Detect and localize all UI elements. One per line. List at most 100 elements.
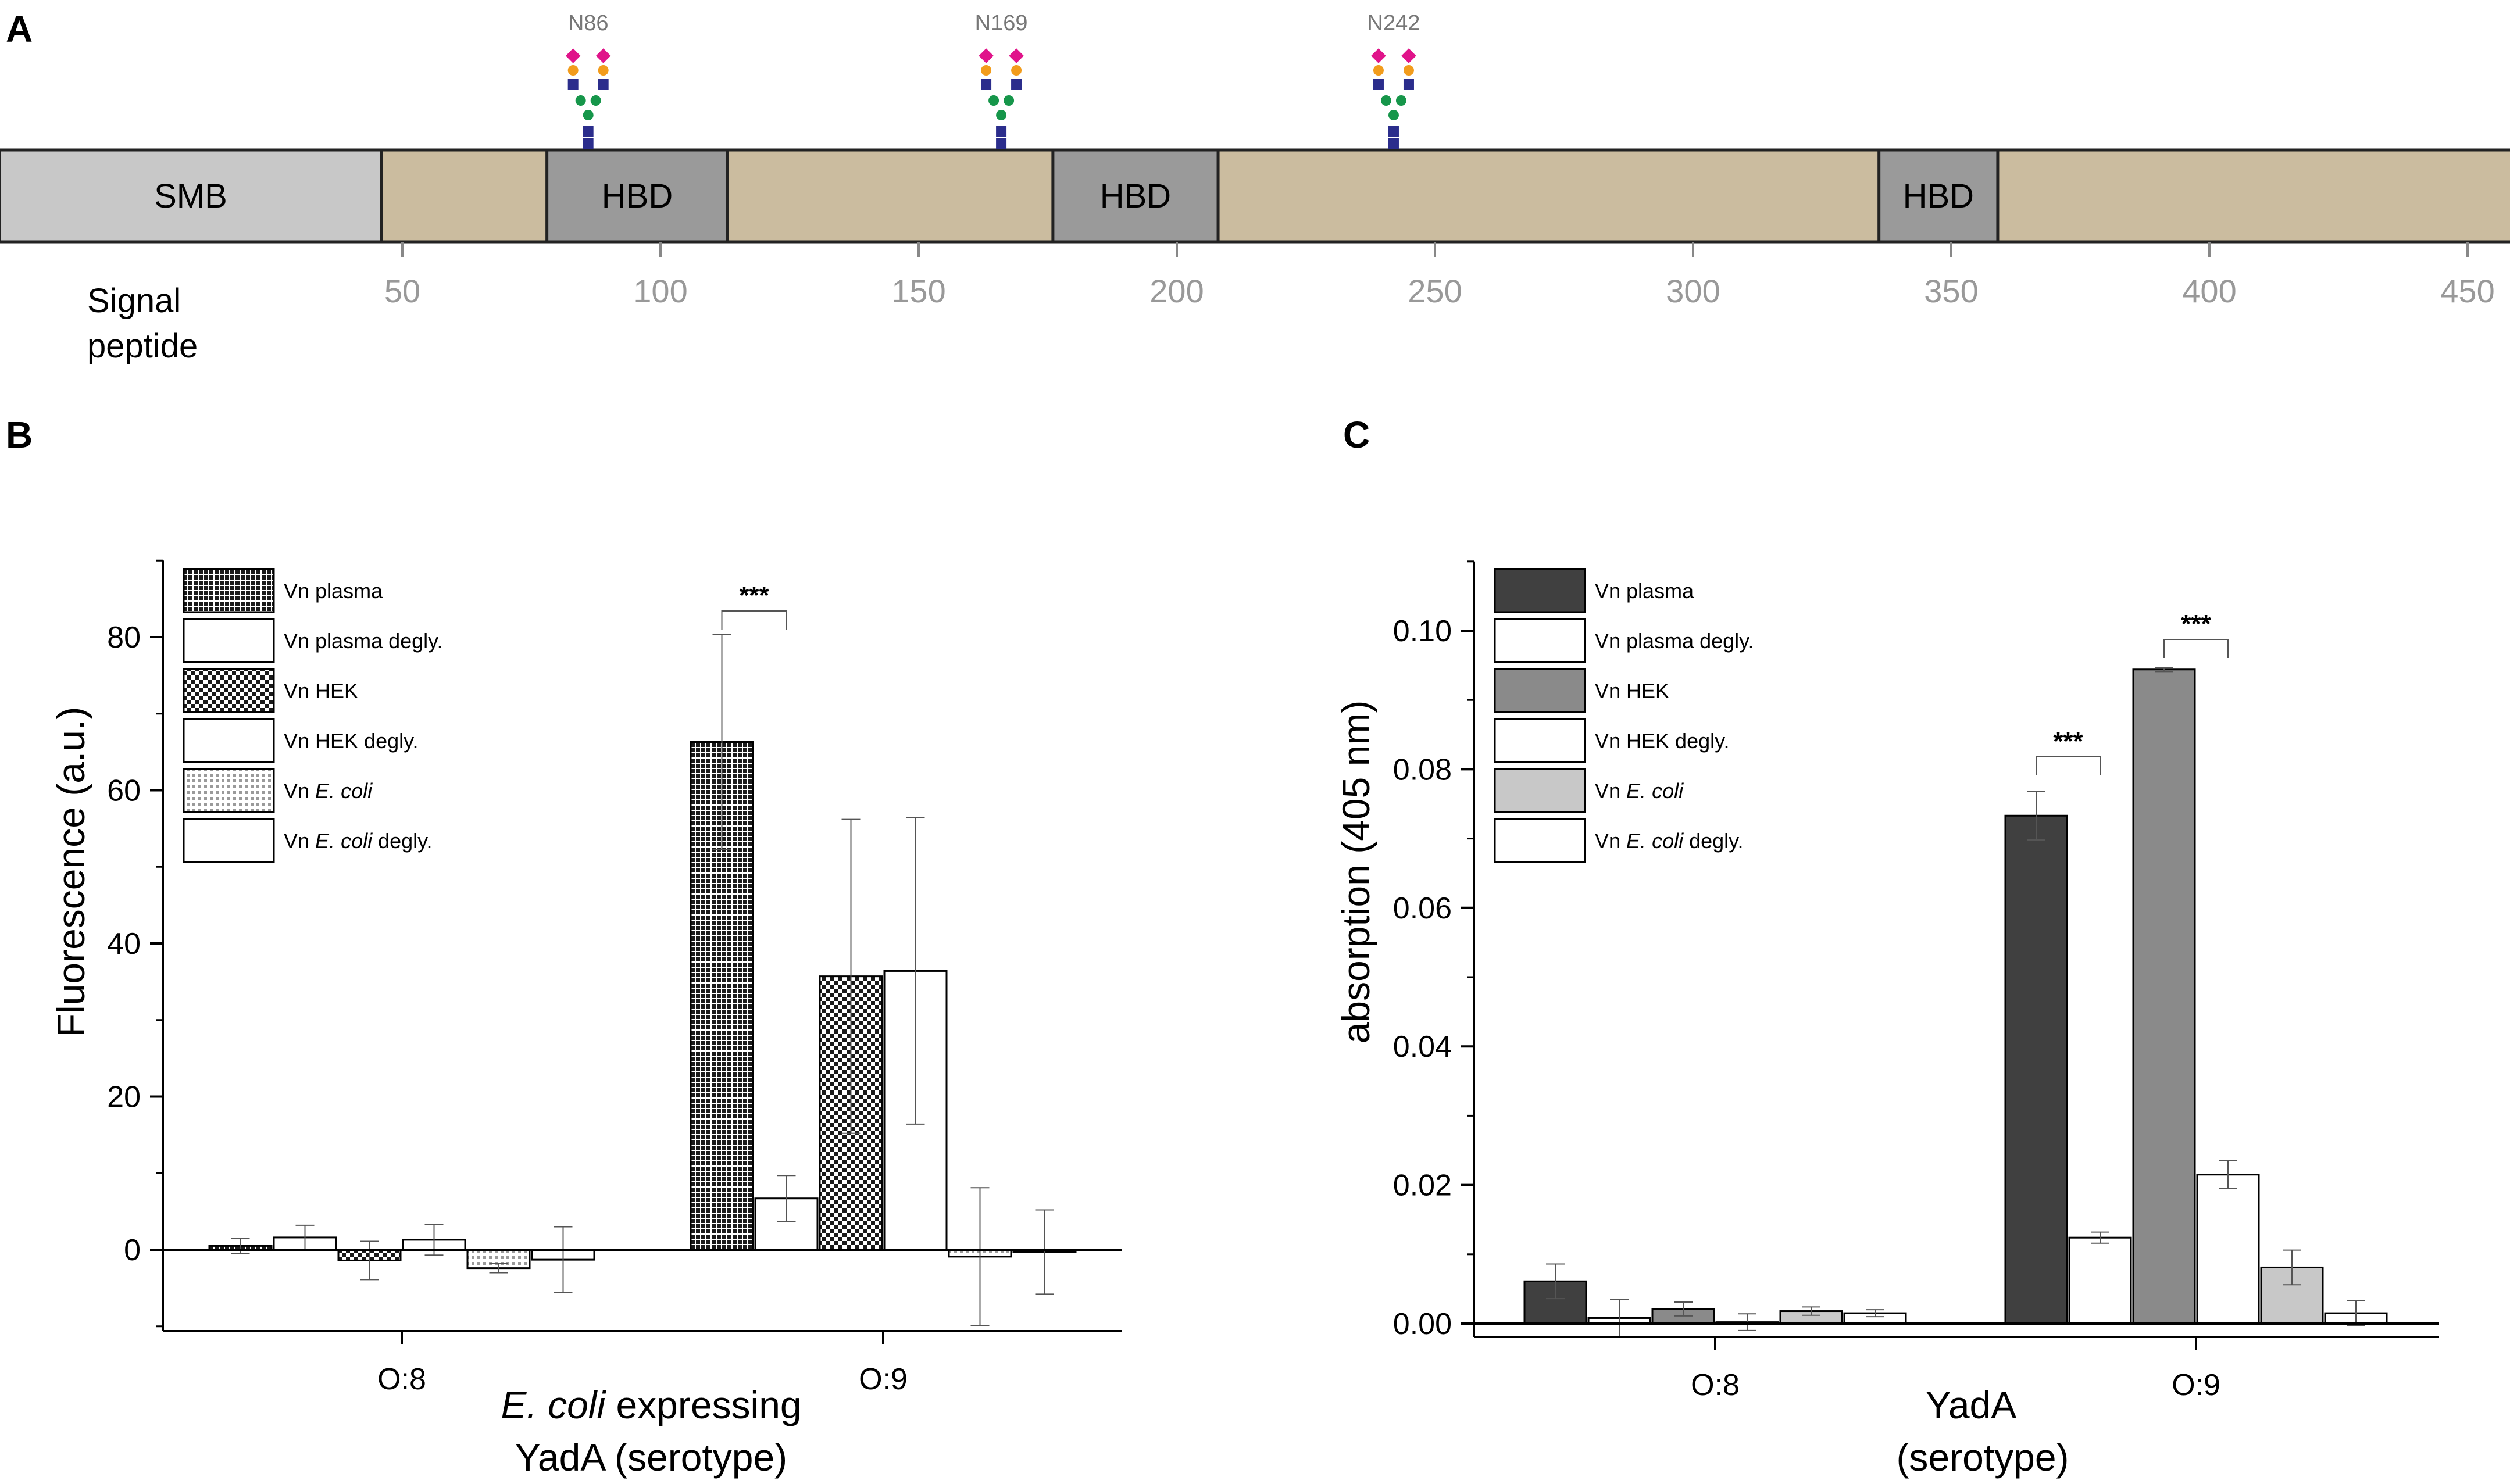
chart-fluorescence: 0 20 40 60 80 O:8 O:9 *** Vn plasma Vn plasma deg… xyxy=(107,559,1122,1396)
domain-hbd2 xyxy=(1051,148,1220,244)
x-tick-label: O:8 xyxy=(1691,1368,1740,1402)
significance-label: *** xyxy=(2181,610,2211,638)
y-tick-label: 0.10 xyxy=(1393,614,1452,648)
significance-label: *** xyxy=(2053,727,2083,756)
y-tick-label: 40 xyxy=(107,927,141,961)
chart-c-ylabel: absorption (405 nm) xyxy=(1334,700,1377,1044)
glycan-sialic-acid xyxy=(1371,48,1386,63)
glycan-glcnac xyxy=(981,79,992,90)
legend-swatch xyxy=(183,718,275,763)
glycan-sugar xyxy=(1011,65,1022,76)
glycan-sugar xyxy=(996,110,1007,120)
legend-swatch xyxy=(183,668,275,713)
glycan-glcnac xyxy=(567,79,579,90)
legend-swatch xyxy=(183,618,275,663)
domain-label-smb: SMB xyxy=(154,177,227,215)
glycan-sialic-acid xyxy=(565,48,581,63)
legend-label: Vn plasma xyxy=(284,579,383,603)
y-tick-label: 0 xyxy=(124,1233,141,1267)
domain-label-hbd1: HBD xyxy=(602,177,673,215)
chart-c-xlabel-line1: YadA xyxy=(1926,1383,2017,1426)
x-tick-label: O:9 xyxy=(2172,1368,2220,1402)
bar-chart-c-vn-e-coli-O9 xyxy=(2260,1266,2324,1325)
domain-label-hbd3: HBD xyxy=(1903,177,1974,215)
bar-chart-c-vn-hek-O9 xyxy=(2132,668,2196,1325)
y-tick-label: 0.00 xyxy=(1393,1307,1452,1341)
glycan-glcnac xyxy=(1373,79,1384,90)
glycan-sugar xyxy=(981,65,992,76)
glycan-sugar xyxy=(583,110,594,120)
legend-label: Vn plasma xyxy=(1595,579,1694,603)
glycan-glcnac xyxy=(583,138,594,149)
bar-chart-c-vn-plasma-O9 xyxy=(2004,814,2068,1325)
scale-label: 300 xyxy=(1666,273,1720,309)
legend-label: Vn HEK xyxy=(1595,679,1669,703)
glycan-sugar xyxy=(1403,65,1414,76)
glycan-glcnac xyxy=(1388,126,1399,137)
glycan-sugar xyxy=(1380,95,1391,106)
scale-label: 200 xyxy=(1149,273,1204,309)
scale-label: 100 xyxy=(633,273,687,309)
chart-absorption: 0.00 0.02 0.04 0.06 0.08 0.10 O:8 O:9 *** *** Vn p… xyxy=(1393,560,2439,1402)
glycan-sugar xyxy=(598,65,609,76)
bar-chart-c-vn-plasma-degly--O9 xyxy=(2068,1236,2132,1325)
glycan-glcnac xyxy=(583,126,594,137)
legend-swatch xyxy=(183,768,275,813)
glycan-sugar xyxy=(1373,65,1384,76)
panel-b-letter: B xyxy=(6,414,33,456)
glycan-glcnac xyxy=(1388,138,1399,149)
significance-bracket xyxy=(2163,639,2229,658)
legend-swatch xyxy=(183,568,275,613)
legend-label: Vn HEK degly. xyxy=(1595,729,1729,753)
domain-label-hbd2: HBD xyxy=(1100,177,1171,215)
glycan-sialic-acid xyxy=(1009,48,1024,63)
significance-bracket xyxy=(721,610,787,630)
domain-map: SMB HBD HBD HBD 50 100 150 200 250 300 350 400 450 N8… xyxy=(0,11,2510,309)
glycan-sialic-acid xyxy=(979,48,994,63)
glycan-sugar xyxy=(575,95,586,106)
glycan-glcnac xyxy=(598,79,609,90)
legend-swatch xyxy=(1494,718,1586,763)
scale-label: 400 xyxy=(2182,273,2236,309)
signal-peptide-label-line2: peptide xyxy=(87,327,198,365)
significance-label: *** xyxy=(739,581,769,610)
domain-hbd3 xyxy=(1877,148,2000,244)
glycosylation-site-label: N169 xyxy=(975,11,1028,35)
glycan-sugar xyxy=(988,95,999,106)
legend-label: Vn E. coli xyxy=(1595,779,1684,803)
legend-swatch xyxy=(1494,768,1586,813)
glycan-sialic-acid xyxy=(1401,48,1416,63)
scale-label: 150 xyxy=(891,273,945,309)
glycan-sugar xyxy=(567,65,579,76)
y-tick-label: 60 xyxy=(107,774,141,808)
glycan-sugar xyxy=(1395,95,1406,106)
y-tick-label: 80 xyxy=(107,621,141,655)
y-tick-label: 0.06 xyxy=(1393,892,1452,925)
glycosylation-site-label: N86 xyxy=(568,11,609,35)
legend-label: Vn E. coli degly. xyxy=(284,829,433,853)
glycan-sugar xyxy=(590,95,601,106)
chart-b-ylabel: Fluorescence (a.u.) xyxy=(49,707,92,1038)
bar-chart-c-vn-hek-degly--O9 xyxy=(2196,1174,2260,1325)
y-tick-label: 0.04 xyxy=(1393,1030,1452,1064)
glycan-glcnac xyxy=(996,138,1007,149)
panel-c-letter: C xyxy=(1343,414,1370,456)
glycan-sialic-acid xyxy=(595,48,611,63)
legend-label: Vn E. coli xyxy=(284,779,373,803)
scale-label: 450 xyxy=(2440,273,2494,309)
panel-a-letter: A xyxy=(6,8,33,50)
glycan-glcnac xyxy=(996,126,1007,137)
glycan-glcnac xyxy=(1403,79,1414,90)
chart-b-xlabel-line2: YadA (serotype) xyxy=(515,1436,787,1479)
y-tick-label: 0.08 xyxy=(1393,753,1452,786)
scale-label: 350 xyxy=(1924,273,1978,309)
protein-backbone xyxy=(0,148,2510,244)
legend-swatch xyxy=(1494,668,1586,713)
legend-swatch xyxy=(1494,818,1586,863)
chart-b-xlabel-line1: E. coli expressing xyxy=(501,1383,801,1426)
significance-bracket xyxy=(2036,756,2101,775)
y-tick-label: 0.02 xyxy=(1393,1169,1452,1203)
legend-label: Vn plasma degly. xyxy=(284,629,442,653)
domain-smb xyxy=(0,148,383,244)
